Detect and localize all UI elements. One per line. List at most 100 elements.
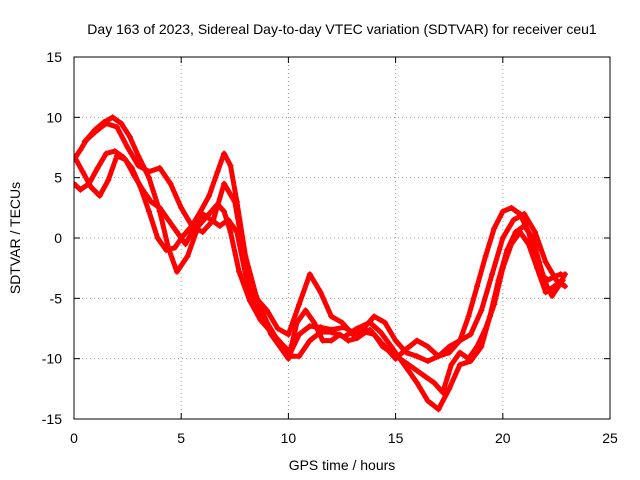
data-point	[109, 114, 116, 121]
data-point	[302, 307, 309, 314]
series-track-2	[74, 148, 568, 413]
data-point	[88, 184, 95, 191]
data-point	[173, 268, 180, 275]
y-tick-label: -15	[42, 411, 62, 427]
data-point	[216, 222, 223, 229]
data-point	[173, 228, 180, 235]
y-tick-label: -5	[50, 290, 63, 306]
data-point	[296, 331, 303, 338]
data-point	[221, 208, 228, 215]
data-point	[482, 325, 489, 332]
data-point	[521, 222, 528, 229]
data-point	[259, 313, 266, 320]
data-point	[285, 331, 292, 338]
data-point	[227, 162, 234, 169]
data-point	[199, 228, 206, 235]
data-point	[561, 271, 568, 278]
data-point	[328, 329, 335, 336]
data-point	[126, 133, 133, 140]
x-tick-label: 0	[70, 430, 78, 446]
data-point	[405, 361, 412, 368]
data-point	[388, 349, 395, 356]
data-point	[516, 228, 523, 235]
data-point	[118, 120, 125, 127]
data-point	[362, 329, 369, 336]
data-point	[405, 367, 412, 374]
data-point	[508, 241, 515, 248]
data-point	[456, 337, 463, 344]
data-point	[276, 343, 283, 350]
data-point	[371, 313, 378, 320]
data-point	[296, 301, 303, 308]
data-point	[328, 313, 335, 320]
data-point	[381, 319, 388, 326]
data-point	[251, 301, 258, 308]
y-tick-label: 0	[54, 230, 62, 246]
data-point	[74, 180, 77, 187]
x-tick-labels: 0 5 10 15 20 25	[70, 430, 618, 446]
data-point	[551, 283, 558, 290]
data-point	[354, 335, 361, 342]
y-tick-labels: -15 -10 -5 0 5 10 15	[42, 49, 62, 427]
data-point	[296, 353, 303, 360]
x-axis-label: GPS time / hours	[289, 457, 396, 473]
data-point	[306, 337, 313, 344]
data-point	[206, 192, 213, 199]
data-point	[467, 331, 474, 338]
data-point	[79, 168, 86, 175]
chart-title: Day 163 of 2023, Sidereal Day-to-day VTE…	[87, 21, 597, 37]
data-point	[221, 150, 228, 157]
data-point	[424, 358, 431, 365]
series-track-4	[81, 120, 568, 365]
data-point	[414, 367, 421, 374]
y-tick-label: 5	[54, 170, 62, 186]
data-point	[154, 235, 161, 241]
data-point	[81, 138, 88, 145]
data-point	[225, 216, 232, 223]
data-point	[199, 210, 206, 217]
data-point	[328, 337, 335, 344]
data-point	[311, 319, 318, 326]
data-point	[396, 355, 403, 362]
data-point	[122, 156, 129, 163]
y-tick-label: 15	[46, 49, 62, 65]
y-tick-label: 10	[46, 109, 62, 125]
axis-ticks	[73, 56, 611, 420]
data-point	[146, 174, 153, 181]
data-point	[534, 265, 541, 272]
data-point	[231, 198, 238, 205]
data-point	[77, 186, 84, 193]
series-line	[74, 153, 566, 395]
data-point	[188, 222, 195, 229]
data-point	[424, 343, 431, 350]
data-point	[221, 180, 228, 187]
data-point	[531, 228, 538, 235]
data-point	[214, 168, 221, 175]
data-point	[388, 343, 395, 350]
data-point	[491, 301, 498, 308]
data-point	[553, 277, 560, 284]
data-point	[139, 186, 146, 193]
data-point	[446, 343, 453, 350]
series-line	[82, 120, 568, 364]
data-point	[285, 355, 292, 362]
data-point	[414, 379, 421, 386]
data-point	[182, 241, 189, 248]
data-point	[268, 331, 275, 338]
data-point	[105, 177, 112, 184]
data-point	[103, 150, 110, 157]
x-tick-label: 5	[177, 430, 185, 446]
data-point	[178, 204, 185, 211]
data-point	[148, 198, 155, 205]
data-point	[542, 289, 549, 296]
data-point	[113, 152, 120, 159]
y-tick-label: -10	[42, 351, 62, 367]
data-point	[263, 307, 270, 314]
data-point	[510, 216, 517, 223]
data-point	[414, 337, 421, 344]
data-point	[489, 271, 496, 278]
data-point	[242, 259, 249, 266]
data-point	[474, 283, 481, 290]
data-point	[424, 397, 431, 404]
data-point	[431, 379, 438, 386]
